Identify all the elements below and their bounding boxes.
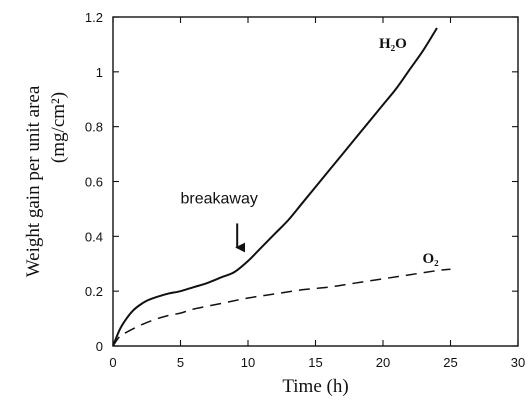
o2-series-line xyxy=(112,268,451,347)
y-tick-label: 1 xyxy=(96,65,103,80)
x-tick-label: 10 xyxy=(241,355,255,370)
o2-series-label: O₂ xyxy=(423,251,440,267)
x-tick-label: 5 xyxy=(177,355,184,370)
y-tick-label: 0 xyxy=(96,339,103,354)
y-tick-label: 1.2 xyxy=(85,10,103,25)
h2o-series-line xyxy=(112,27,438,347)
y-tick-label: 0.6 xyxy=(85,175,103,190)
series-group: H₂O O₂ xyxy=(112,27,451,347)
x-tick-label: 20 xyxy=(376,355,390,370)
x-tick-label: 30 xyxy=(511,355,525,370)
y-tick-label: 0.2 xyxy=(85,284,103,299)
plot-area xyxy=(112,16,519,347)
y-axis-title-line-2: (mg/cm²) xyxy=(48,92,69,163)
x-axis-title: Time (h) xyxy=(282,376,348,397)
x-tick-label: 25 xyxy=(443,355,457,370)
y-axis-ticks: 0 0.2 0.4 0.6 0.8 1 1.2 xyxy=(85,10,518,354)
breakaway-annotation: breakaway xyxy=(181,190,258,207)
y-axis-title-line-1: Weight gain per unit area xyxy=(23,85,44,277)
x-tick-label: 0 xyxy=(109,355,116,370)
x-tick-label: 15 xyxy=(308,355,322,370)
h2o-series-label: H₂O xyxy=(379,36,407,52)
annotation-group: breakaway xyxy=(181,190,258,253)
y-tick-label: 0.4 xyxy=(85,229,103,244)
y-tick-label: 0.8 xyxy=(85,120,103,135)
x-axis-ticks: 0 5 10 15 20 25 30 xyxy=(109,17,525,370)
plot-frame xyxy=(112,16,519,347)
